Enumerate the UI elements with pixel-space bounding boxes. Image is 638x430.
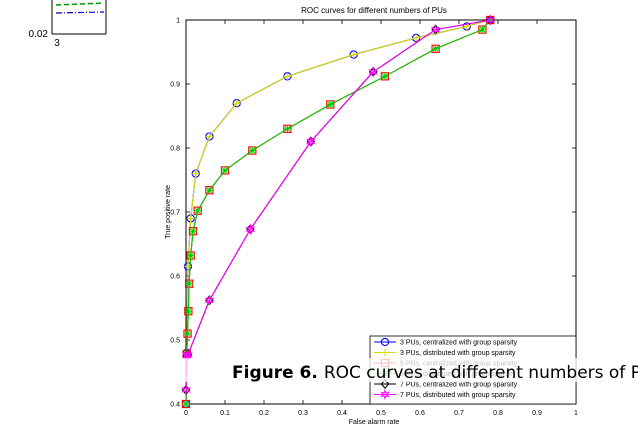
data-point [283, 125, 291, 133]
data-point [187, 251, 195, 260]
data-point [233, 99, 241, 107]
data-point [205, 132, 213, 141]
data-point [181, 384, 191, 396]
series-line [185, 19, 491, 390]
caption-background [170, 358, 622, 382]
y-tick-label: 0.6 [170, 274, 180, 281]
data-point [245, 223, 256, 235]
data-point [221, 166, 229, 174]
y-tick-label: 1 [176, 18, 180, 25]
fragment-tick-y: 0.02 [29, 29, 49, 40]
data-point [192, 170, 200, 178]
y-axis-label: True positive rate [165, 185, 172, 239]
data-point [185, 280, 193, 288]
y-tick-label: 0.8 [170, 146, 180, 153]
legend-item: 3 PUs, distributed with group sparsity [374, 348, 516, 357]
data-point [412, 34, 420, 42]
x-tick-label: 0.3 [298, 410, 308, 417]
data-point [478, 26, 486, 34]
x-tick-label: 0.4 [337, 410, 347, 417]
series-line [185, 19, 491, 405]
legend-label: 3 PUs, centralized with group sparsity [400, 340, 518, 347]
series-line [185, 19, 491, 390]
data-point [368, 66, 379, 78]
chart-title: ROC curves for different numbers of PUs [301, 6, 447, 15]
fragment-tick-x: 3 [54, 38, 60, 49]
data-point [485, 14, 496, 26]
data-point [430, 23, 441, 36]
data-point [205, 186, 213, 194]
data-point [204, 294, 215, 307]
data-point [187, 214, 195, 222]
x-tick-label: 0.6 [415, 410, 425, 417]
caption-label: Figure 6. [232, 363, 318, 383]
data-point [432, 45, 440, 53]
x-tick-label: 0.2 [259, 410, 269, 417]
legend-marker [381, 348, 389, 357]
legend-item: 7 PUs, distributed with group sparsity [374, 388, 516, 401]
legend-label: 3 PUs, distributed with group sparsity [400, 350, 516, 357]
fragment-green-dashed-line [55, 2, 105, 6]
y-tick-label: 0.4 [170, 402, 180, 409]
y-tick-label: 0.7 [170, 210, 180, 217]
x-tick-label: 0.5 [376, 410, 386, 417]
legend-marker [380, 388, 390, 401]
data-point [305, 135, 316, 148]
data-point [326, 100, 334, 109]
x-tick-label: 1 [574, 410, 578, 417]
data-point [283, 72, 291, 80]
data-point [381, 72, 389, 80]
figure-caption: Figure 6. ROC curves at different numbers… [170, 358, 638, 383]
series-4 [182, 16, 494, 408]
x-tick-label: 0.7 [454, 410, 464, 417]
data-point [350, 50, 358, 59]
legend-marker [380, 378, 390, 390]
data-point [194, 207, 202, 215]
x-axis-label: False alarm rate [349, 419, 400, 426]
caption-body: ROC curves at different numbers of PUs [324, 363, 638, 383]
caption-text: Figure 6. ROC curves at different numbers… [232, 363, 638, 383]
data-point [183, 330, 192, 338]
legend-item: 7 PUs, centralized with group sparsity [374, 378, 518, 390]
legend-label: 7 PUs, distributed with group sparsity [400, 392, 516, 399]
x-tick-label: 0.9 [532, 410, 542, 417]
legend-item: 3 PUs, centralized with group sparsity [374, 337, 518, 347]
data-point [183, 350, 191, 358]
previous-figure-fragment: 0.02 3 [29, 0, 107, 49]
series-layer [181, 14, 496, 409]
data-point [184, 307, 192, 315]
x-tick-label: 0.8 [493, 410, 503, 417]
data-point [182, 400, 190, 408]
x-tick-label: 0.1 [220, 410, 230, 417]
fragment-blue-dashdot-line [55, 11, 105, 14]
x-tick-label: 0 [184, 410, 188, 417]
legend-marker [380, 337, 390, 347]
data-point [248, 146, 256, 155]
y-tick-label: 0.5 [170, 338, 180, 345]
legend-label: 7 PUs, centralized with group sparsity [400, 382, 518, 389]
data-point [189, 227, 197, 235]
series-6 [181, 14, 496, 396]
y-tick-label: 0.9 [170, 82, 180, 89]
axis-ticks: 0 0.1 0.2 0.3 0.4 0.5 0.6 0.7 0.8 0.9 1 0.4 0.5 0.6 0.… [170, 18, 578, 418]
